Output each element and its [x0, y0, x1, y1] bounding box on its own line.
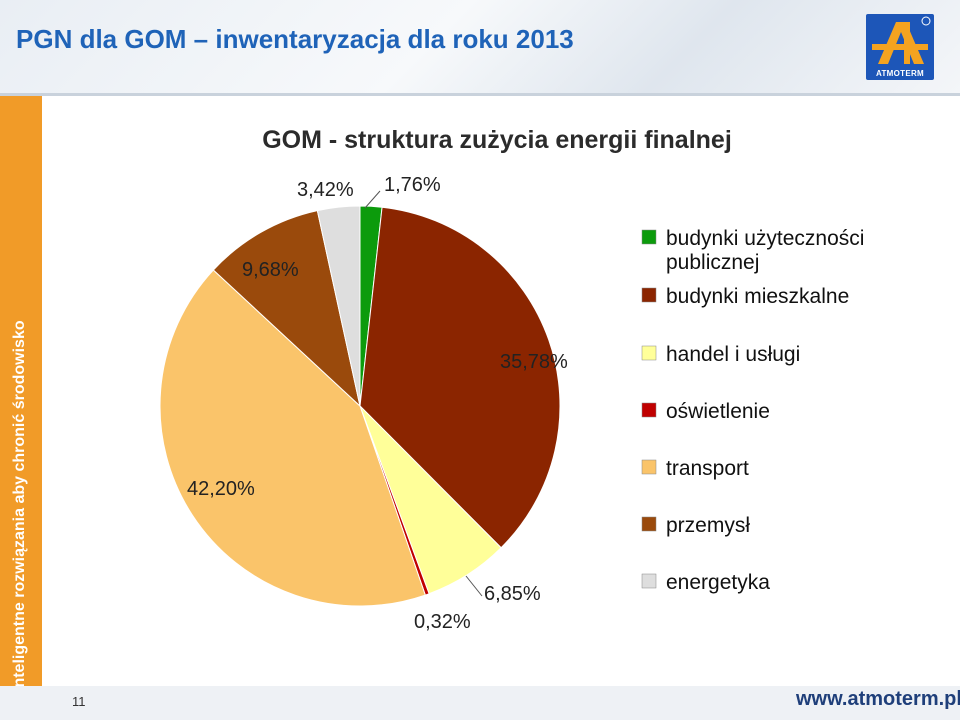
chart-title: GOM - struktura zużycia energii finalnej: [262, 126, 732, 154]
data-label-trade-services: 6,85%: [484, 583, 541, 605]
header-divider: [0, 93, 960, 96]
legend-swatch-public-buildings: [641, 229, 657, 245]
sidebar-band: [0, 96, 42, 700]
legend-label-industry: przemysł: [666, 514, 750, 537]
footer-bar: [0, 686, 960, 720]
data-label-lighting: 0,32%: [414, 611, 471, 633]
legend-swatch-transport: [641, 459, 657, 475]
header-background: [0, 0, 960, 94]
pie-slice-transport: [159, 269, 426, 607]
pie-slice-energy: [316, 205, 361, 407]
legend-label-lighting: oświetlenie: [666, 400, 770, 423]
legend-swatch-industry: [641, 516, 657, 532]
legend-swatch-energy: [641, 573, 657, 589]
footer-url[interactable]: www.atmoterm.pl: [796, 688, 960, 710]
legend-swatch-trade-services: [641, 345, 657, 361]
pie-chart: GOM - struktura zużycia energii finalnej…: [159, 126, 864, 633]
data-label-residential: 35,78%: [500, 351, 568, 373]
sidebar-slogan: Inteligentne rozwiązania aby chronić śro…: [11, 320, 28, 692]
data-label-energy: 3,42%: [297, 179, 354, 201]
logo-label: ATMOTERM: [875, 69, 925, 78]
chart-area: GOM - struktura zużycia energii finalnej…: [42, 96, 960, 686]
legend-label-public-buildings: budynki użyteczności publicznej: [666, 227, 864, 274]
leader-line-public-buildings: [364, 190, 381, 209]
legend-swatch-lighting: [641, 402, 657, 418]
pie-slice-residential: [359, 206, 561, 549]
legend-label-residential: budynki mieszkalne: [666, 285, 849, 308]
legend-label-trade-services: handel i usługi: [666, 343, 800, 366]
legend-label-transport: transport: [666, 457, 749, 480]
leader-line-trade-services: [465, 575, 483, 597]
pie-slice-industry: [212, 210, 361, 408]
page-number: 11: [72, 694, 86, 709]
legend-label-energy: energetyka: [666, 571, 770, 594]
data-label-transport: 42,20%: [187, 478, 255, 500]
data-label-industry: 9,68%: [242, 259, 299, 281]
slide-title: PGN dla GOM – inwentaryzacja dla roku 20…: [16, 24, 574, 54]
logo-mark-icon: [872, 16, 931, 64]
data-label-public-buildings: 1,76%: [384, 174, 441, 196]
atmoterm-logo: ATMOTERM: [866, 14, 934, 80]
legend-swatch-residential: [641, 287, 657, 303]
